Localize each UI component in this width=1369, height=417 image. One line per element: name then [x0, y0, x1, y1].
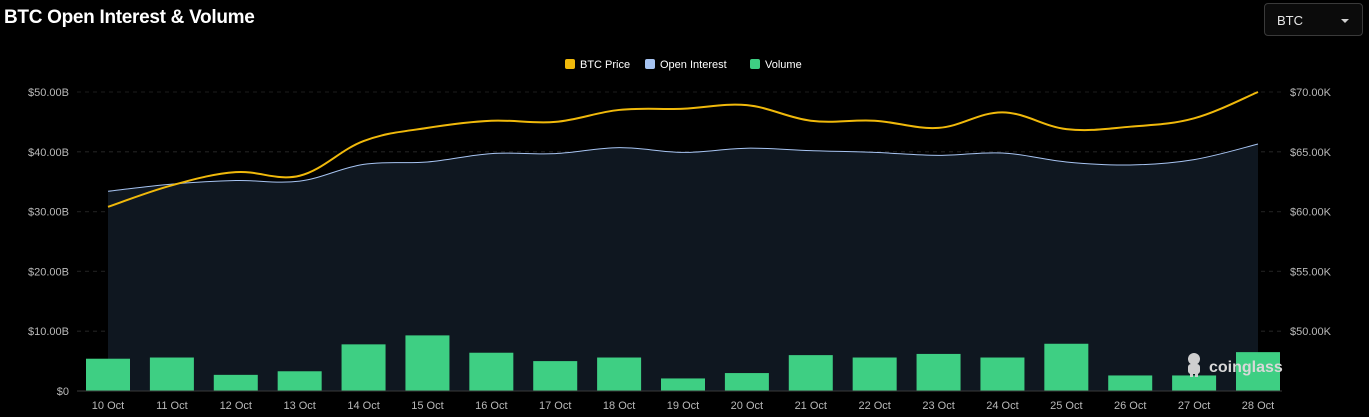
legend-swatch: [750, 59, 760, 69]
open-interest-area-fill: [108, 144, 1258, 391]
symbol-dropdown-value: BTC: [1277, 13, 1303, 28]
legend-label: BTC Price: [580, 59, 630, 71]
x-tick-label: 21 Oct: [795, 400, 827, 412]
legend-item[interactable]: Volume: [750, 59, 802, 71]
x-tick-label: 15 Oct: [411, 400, 443, 412]
y-left-tick-label: $10.00B: [28, 326, 69, 338]
y-right-tick-label: $60.00K: [1290, 207, 1332, 219]
volume-bar: [852, 357, 897, 391]
x-tick-label: 25 Oct: [1050, 400, 1082, 412]
x-tick-label: 18 Oct: [603, 400, 635, 412]
y-right-tick-label: $55.00K: [1290, 266, 1332, 278]
volume-bar: [149, 357, 194, 391]
volume-bar: [469, 352, 514, 391]
axes: $0 $10.00B $20.00B $30.00B $40.00B $50.00B $50…: [28, 87, 1332, 412]
x-tick-label: 10 Oct: [92, 400, 124, 412]
volume-bar: [533, 361, 578, 391]
open-interest-area: [108, 144, 1258, 391]
x-tick-label: 23 Oct: [922, 400, 954, 412]
legend-item[interactable]: BTC Price: [565, 59, 630, 71]
volume-bar: [724, 373, 769, 391]
page-title: BTC Open Interest & Volume: [4, 7, 255, 28]
volume-bar: [341, 344, 386, 391]
volume-bar: [1044, 343, 1089, 391]
y-left-tick-label: $50.00B: [28, 87, 69, 99]
y-right-tick-label: $65.00K: [1290, 147, 1332, 159]
volume-bar: [86, 358, 130, 391]
volume-bar: [788, 355, 833, 391]
x-tick-label: 20 Oct: [731, 400, 763, 412]
x-tick-label: 16 Oct: [475, 400, 507, 412]
y-right-tick-label: $70.00K: [1290, 87, 1332, 99]
x-tick-label: 19 Oct: [667, 400, 699, 412]
legend-swatch: [645, 59, 655, 69]
chevron-down-icon: [1341, 19, 1349, 23]
volume-bar: [597, 357, 642, 391]
legend-label: Open Interest: [660, 59, 727, 71]
x-tick-label: 27 Oct: [1178, 400, 1210, 412]
series-lines: [107, 91, 1259, 208]
watermark: coinglass: [1188, 353, 1283, 377]
volume-bar: [213, 374, 258, 391]
x-tick-label: 22 Oct: [858, 400, 890, 412]
y-left-tick-label: $20.00B: [28, 266, 69, 278]
x-tick-label: 13 Oct: [283, 400, 315, 412]
legend[interactable]: BTC Price Open Interest Volume: [565, 59, 802, 71]
volume-bars: [86, 335, 1280, 391]
x-tick-label: 24 Oct: [986, 400, 1018, 412]
symbol-dropdown[interactable]: BTC: [1264, 3, 1363, 36]
volume-bar: [916, 353, 961, 391]
y-left-tick-label: $0: [57, 386, 69, 398]
y-right-tick-label: $50.00K: [1290, 326, 1332, 338]
volume-bar: [405, 335, 450, 391]
coinglass-logo-icon: [1188, 353, 1200, 377]
x-tick-label: 26 Oct: [1114, 400, 1146, 412]
volume-bar: [1236, 352, 1280, 391]
volume-bar: [661, 378, 705, 391]
volume-bar: [1172, 375, 1217, 391]
x-tick-label: 14 Oct: [347, 400, 379, 412]
watermark-text: coinglass: [1209, 359, 1283, 376]
volume-bar: [980, 357, 1025, 391]
volume-bar: [1108, 375, 1153, 391]
btc-price-line: [107, 91, 1259, 208]
legend-swatch: [565, 59, 575, 69]
open-interest-line: [107, 143, 1259, 192]
legend-label: Volume: [765, 59, 802, 71]
legend-item[interactable]: Open Interest: [645, 59, 727, 71]
volume-bar: [277, 371, 322, 391]
x-tick-label: 17 Oct: [539, 400, 571, 412]
x-tick-label: 12 Oct: [220, 400, 252, 412]
x-tick-label: 28 Oct: [1242, 400, 1274, 412]
y-left-tick-label: $30.00B: [28, 207, 69, 219]
y-left-tick-label: $40.00B: [28, 147, 69, 159]
x-tick-label: 11 Oct: [156, 400, 188, 412]
